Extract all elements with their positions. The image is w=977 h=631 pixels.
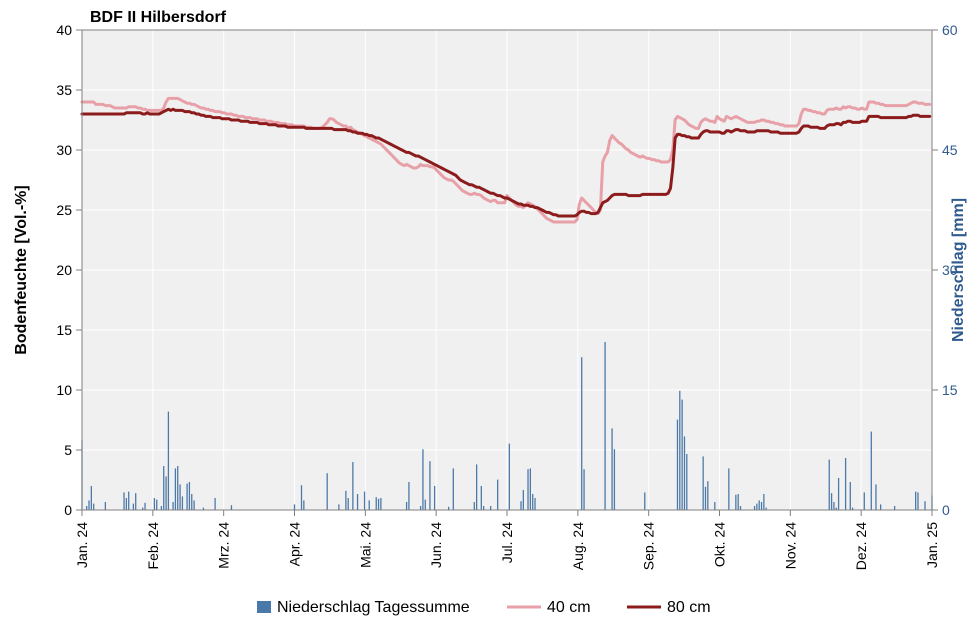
y-left-tick: 15 (56, 322, 72, 338)
y-right-tick: 45 (942, 142, 958, 158)
x-tick-label: Feb. 24 (145, 522, 161, 570)
chart-container: 0510152025303540015304560Jan. 24Feb. 24M… (0, 0, 977, 631)
x-tick-label: Sep. 24 (641, 522, 657, 570)
x-tick-label: Apr. 24 (287, 522, 303, 567)
y-left-tick: 25 (56, 202, 72, 218)
x-tick-label: Jan. 25 (924, 522, 940, 568)
x-tick-label: Nov. 24 (782, 522, 798, 569)
y-left-tick: 20 (56, 262, 72, 278)
chart-svg: 0510152025303540015304560Jan. 24Feb. 24M… (0, 0, 977, 631)
x-tick-label: Okt. 24 (712, 522, 728, 567)
x-tick-label: Jul. 24 (499, 522, 515, 563)
legend-40cm: 40 cm (547, 599, 591, 616)
y-left-tick: 5 (64, 442, 72, 458)
y-left-tick: 40 (56, 22, 72, 38)
y-left-label: Bodenfeuchte [Vol.-%] (13, 185, 30, 354)
x-tick-label: Mrz. 24 (216, 522, 232, 569)
chart-title: BDF II Hilbersdorf (90, 9, 227, 26)
y-left-tick: 10 (56, 382, 72, 398)
y-left-tick: 30 (56, 142, 72, 158)
x-tick-label: Jun. 24 (428, 522, 444, 568)
y-right-tick: 60 (942, 22, 958, 38)
y-right-tick: 0 (942, 502, 950, 518)
y-right-label: Niederschlag [mm] (950, 198, 967, 342)
x-tick-label: Aug. 24 (570, 522, 586, 570)
x-tick-label: Mai. 24 (357, 522, 373, 568)
x-tick-label: Jan. 24 (74, 522, 90, 568)
legend-precip: Niederschlag Tagessumme (277, 599, 470, 616)
x-tick-label: Dez. 24 (853, 522, 869, 570)
legend-80cm: 80 cm (667, 599, 711, 616)
y-left-tick: 0 (64, 502, 72, 518)
y-left-tick: 35 (56, 82, 72, 98)
y-right-tick: 15 (942, 382, 958, 398)
